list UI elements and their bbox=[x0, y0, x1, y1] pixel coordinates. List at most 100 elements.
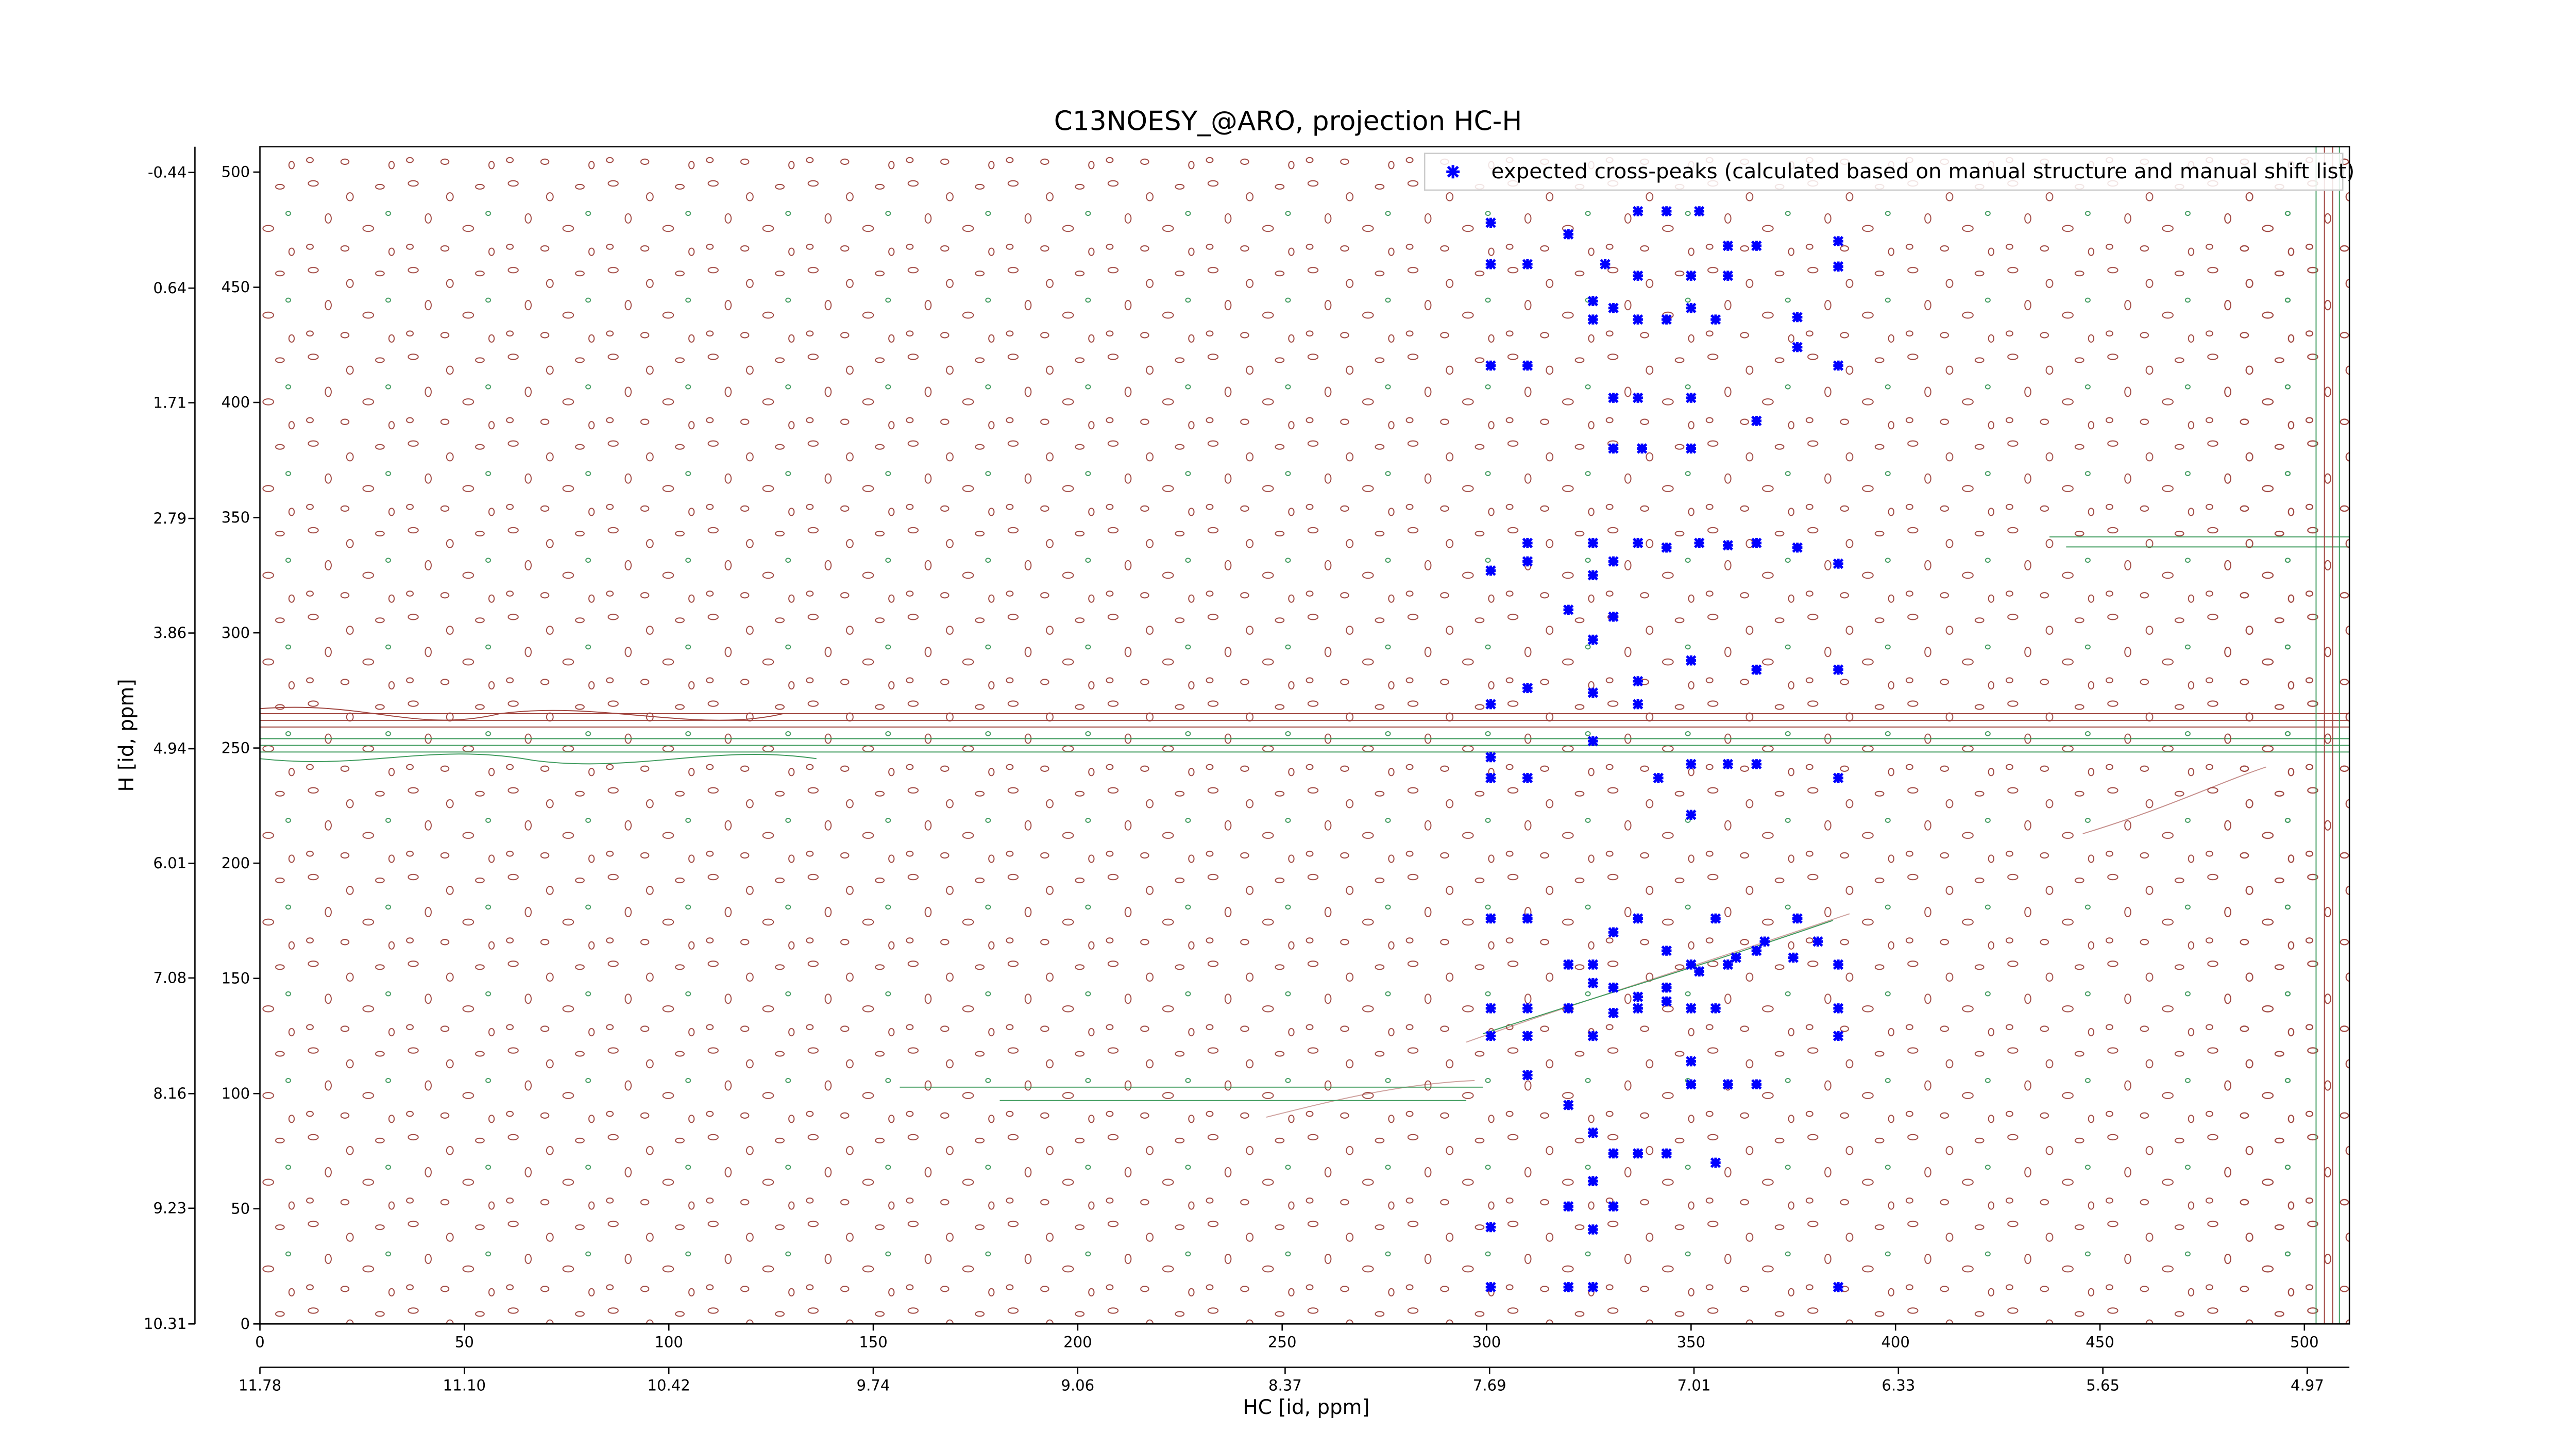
y2-tick-label: 6.01 bbox=[153, 854, 187, 872]
point bbox=[1587, 1175, 1599, 1187]
point bbox=[1563, 1201, 1574, 1212]
x2-tick-label: 10.42 bbox=[647, 1377, 690, 1394]
point bbox=[1833, 558, 1844, 569]
point bbox=[1661, 542, 1672, 553]
y-tick-label: 400 bbox=[222, 394, 250, 411]
y-tick-label: 50 bbox=[231, 1200, 250, 1217]
point bbox=[1833, 1031, 1844, 1041]
point bbox=[1686, 1079, 1697, 1090]
x2-tick-label: 7.69 bbox=[1473, 1377, 1506, 1394]
point bbox=[1608, 1201, 1619, 1212]
point bbox=[1587, 570, 1599, 581]
point bbox=[1710, 314, 1721, 325]
point bbox=[1833, 959, 1844, 970]
point bbox=[1686, 443, 1697, 454]
x2-tick-label: 4.97 bbox=[2291, 1377, 2324, 1394]
point bbox=[1485, 1282, 1496, 1293]
point bbox=[1587, 537, 1599, 548]
point bbox=[1722, 759, 1734, 770]
y-tick-label: 0 bbox=[241, 1315, 250, 1333]
point bbox=[1686, 1056, 1697, 1067]
point bbox=[1608, 982, 1619, 993]
point bbox=[1632, 537, 1643, 548]
y-tick-label: 300 bbox=[222, 624, 250, 642]
point bbox=[1587, 735, 1599, 747]
point bbox=[1661, 996, 1672, 1007]
y2-tick-label: 9.23 bbox=[153, 1200, 187, 1217]
point bbox=[1522, 683, 1533, 694]
point bbox=[1686, 759, 1697, 770]
point bbox=[1608, 392, 1619, 403]
point bbox=[1608, 302, 1619, 313]
point bbox=[1751, 1079, 1762, 1090]
point bbox=[1632, 676, 1643, 687]
y2-tick-label: 3.86 bbox=[153, 624, 187, 642]
point bbox=[1686, 959, 1697, 970]
contours bbox=[260, 146, 2350, 1324]
point bbox=[1522, 913, 1533, 924]
point bbox=[1722, 540, 1734, 551]
point bbox=[1485, 1222, 1496, 1233]
point bbox=[1632, 1148, 1643, 1159]
point bbox=[1661, 314, 1672, 325]
point bbox=[1710, 913, 1721, 924]
point bbox=[1632, 270, 1643, 281]
x-tick-label: 450 bbox=[2086, 1334, 2114, 1351]
point bbox=[1522, 772, 1533, 783]
point bbox=[1485, 772, 1496, 783]
point bbox=[1522, 1003, 1533, 1014]
y2-tick-label: 10.31 bbox=[144, 1315, 187, 1333]
y-tick-label: 150 bbox=[222, 969, 250, 987]
point bbox=[1608, 611, 1619, 622]
point bbox=[1587, 1127, 1599, 1138]
point bbox=[1759, 936, 1770, 947]
plot-frame bbox=[259, 146, 2350, 1325]
x2-tick-label: 11.78 bbox=[239, 1377, 281, 1394]
x-tick-label: 200 bbox=[1063, 1334, 1092, 1351]
point bbox=[1653, 772, 1664, 783]
y2-tick-label: 0.64 bbox=[153, 279, 187, 297]
point bbox=[1587, 1031, 1599, 1041]
x-tick-label: 250 bbox=[1268, 1334, 1297, 1351]
point bbox=[1686, 392, 1697, 403]
point bbox=[1686, 810, 1697, 820]
chart-title: C13NOESY_@ARO, projection HC-H bbox=[1054, 106, 1522, 137]
point bbox=[1485, 752, 1496, 763]
x2-tick-label: 8.37 bbox=[1268, 1377, 1302, 1394]
point bbox=[1693, 966, 1705, 977]
point bbox=[1751, 759, 1762, 770]
point bbox=[1485, 1003, 1496, 1014]
y-tick-label: 450 bbox=[222, 278, 250, 296]
point bbox=[1833, 664, 1844, 675]
x2-tick-label: 5.65 bbox=[2086, 1377, 2120, 1394]
point bbox=[1661, 982, 1672, 993]
y2-tick-label: 7.08 bbox=[153, 969, 187, 987]
point bbox=[1792, 342, 1803, 352]
point bbox=[1792, 312, 1803, 323]
point bbox=[1751, 664, 1762, 675]
point bbox=[1587, 687, 1599, 698]
water-ridge bbox=[260, 706, 2350, 765]
point bbox=[1587, 296, 1599, 307]
point bbox=[1485, 259, 1496, 270]
y2-tick-label: 2.79 bbox=[153, 510, 187, 527]
point bbox=[1686, 270, 1697, 281]
y2-tick-label: 4.94 bbox=[153, 740, 187, 757]
x2-tick-label: 7.01 bbox=[1677, 1377, 1711, 1394]
y-tick-label: 250 bbox=[222, 739, 250, 756]
point bbox=[1563, 1003, 1574, 1014]
point bbox=[1722, 240, 1734, 251]
point bbox=[1485, 913, 1496, 924]
point bbox=[1485, 565, 1496, 576]
point bbox=[1632, 1003, 1643, 1014]
y-tick-label: 500 bbox=[222, 163, 250, 181]
point bbox=[1833, 360, 1844, 371]
point bbox=[1632, 991, 1643, 1002]
point bbox=[1833, 235, 1844, 247]
x-tick-label: 150 bbox=[859, 1334, 888, 1351]
point bbox=[1522, 556, 1533, 567]
x-tick-label: 350 bbox=[1677, 1334, 1706, 1351]
point bbox=[1587, 634, 1599, 645]
point bbox=[1608, 1007, 1619, 1019]
